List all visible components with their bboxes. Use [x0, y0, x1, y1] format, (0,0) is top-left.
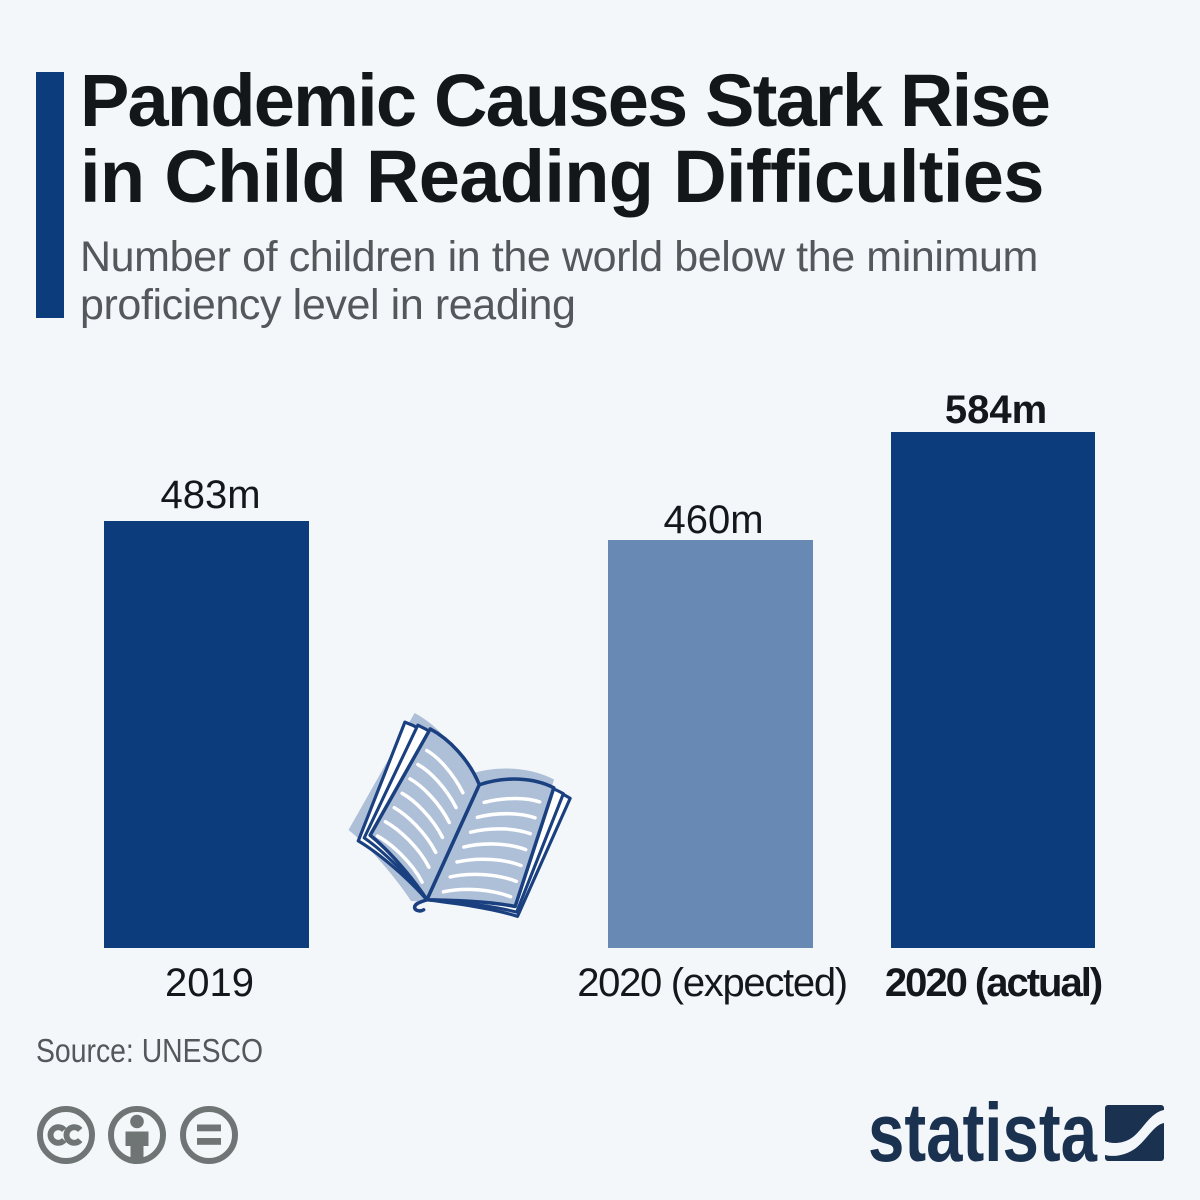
svg-text:statista: statista [868, 1086, 1098, 1179]
